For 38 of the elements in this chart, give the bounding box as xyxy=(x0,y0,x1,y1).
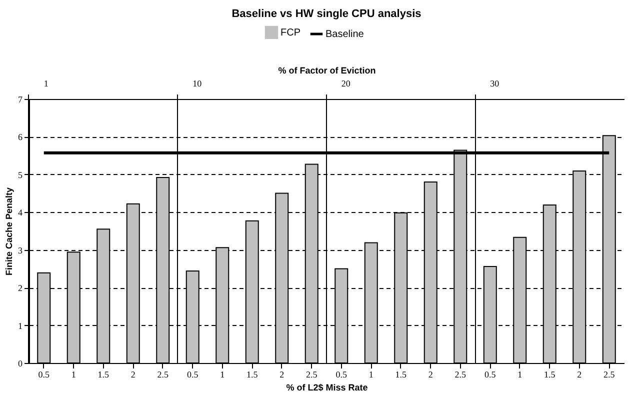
x-tick-label: 1 xyxy=(368,370,374,380)
text: 1 xyxy=(44,78,48,88)
x-tick-label: 1.5 xyxy=(246,370,258,380)
x-tick-label: 0.5 xyxy=(38,370,50,380)
y-tick-label: 3 xyxy=(18,245,23,256)
text: 10 xyxy=(192,78,202,88)
x-tick-label: 1 xyxy=(220,370,225,380)
y-tick-label: 4 xyxy=(18,208,23,218)
y-axis-title: Finite Cache Penalty xyxy=(4,187,14,276)
x-tick-label: 1.5 xyxy=(98,370,110,380)
x-tick-label: 2.5 xyxy=(604,370,616,380)
x-tick-label: 0.5 xyxy=(187,370,199,380)
x-tick-label: 2 xyxy=(577,370,582,380)
x-tick-label: 0.5 xyxy=(484,370,496,380)
x-tick-label: 2 xyxy=(428,370,433,380)
text: 20 xyxy=(341,78,351,88)
legend-label: FCP xyxy=(280,27,301,38)
x-tick-label: 2.5 xyxy=(157,370,169,380)
chart-title: Baseline vs HW single CPU analysis xyxy=(232,8,422,20)
x-tick-label: 2 xyxy=(280,370,284,380)
x-tick-label: 0.5 xyxy=(336,370,348,380)
x-tick-label: 1 xyxy=(518,370,522,380)
x-axis-title: % of L2$ Miss Rate xyxy=(286,382,368,392)
y-tick-label: 1 xyxy=(18,320,22,331)
x-tick-label: 1.5 xyxy=(395,370,407,380)
y-tick-label: 6 xyxy=(18,132,23,142)
y-tick-label: 5 xyxy=(18,170,23,180)
x-tick-label: 2 xyxy=(130,370,136,380)
text: 30 xyxy=(490,78,500,88)
x-tick-label: 1.5 xyxy=(544,370,556,380)
y-tick-label: 2 xyxy=(18,283,22,294)
legend-label: Baseline xyxy=(326,29,364,40)
x-tick-label: 1 xyxy=(71,370,76,380)
y-tick-label: 7 xyxy=(18,94,23,104)
x-tick-label: 2.5 xyxy=(306,370,318,380)
x-tick-label: 2.5 xyxy=(454,370,466,380)
x2-axis-title: % of Factor of Eviction xyxy=(278,66,376,76)
y-tick-label: 0 xyxy=(18,358,23,368)
